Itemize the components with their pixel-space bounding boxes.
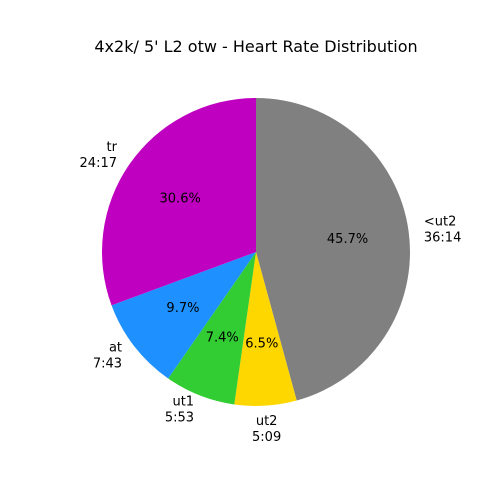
slice-percent-label-0: 45.7% [327,232,368,247]
slice-label-1: ut2 5:09 [252,414,281,445]
slice-time-3: 7:43 [93,357,122,372]
slice-name-3: at [109,341,122,356]
pie-slice-0 [256,98,411,401]
slice-percent-label-2: 7.4% [206,331,239,346]
slice-name-1: ut2 [256,414,278,429]
slice-percent-label-4: 30.6% [160,192,201,207]
pie-slices [102,98,411,406]
slice-percent-label-3: 9.7% [166,301,199,316]
slice-label-2: ut1 5:53 [165,395,194,426]
chart-title: 4x2k/ 5' L2 otw - Heart Rate Distributio… [94,37,417,56]
slice-percent-label-1: 6.5% [245,337,278,352]
slice-time-4: 24:17 [80,156,117,171]
pie-slice-2 [168,252,256,405]
slice-name-2: ut1 [172,395,194,410]
pie-slice-3 [111,252,256,379]
pie-labels: 45.7% <ut2 36:14 6.5% ut2 5:09 7.4% ut1 5:53 9.7%… [80,140,462,445]
pie-slice-1 [234,252,297,406]
pie-slice-4 [102,98,256,306]
slice-label-3: at 7:43 [93,341,122,372]
slice-name-0: <ut2 [424,214,457,229]
slice-label-4: tr 24:17 [80,140,118,171]
slice-time-1: 5:09 [252,430,281,445]
slice-time-2: 5:53 [165,411,194,426]
slice-name-4: tr [107,140,118,155]
slice-label-0: <ut2 36:14 [424,214,461,245]
slice-time-0: 36:14 [424,230,461,245]
